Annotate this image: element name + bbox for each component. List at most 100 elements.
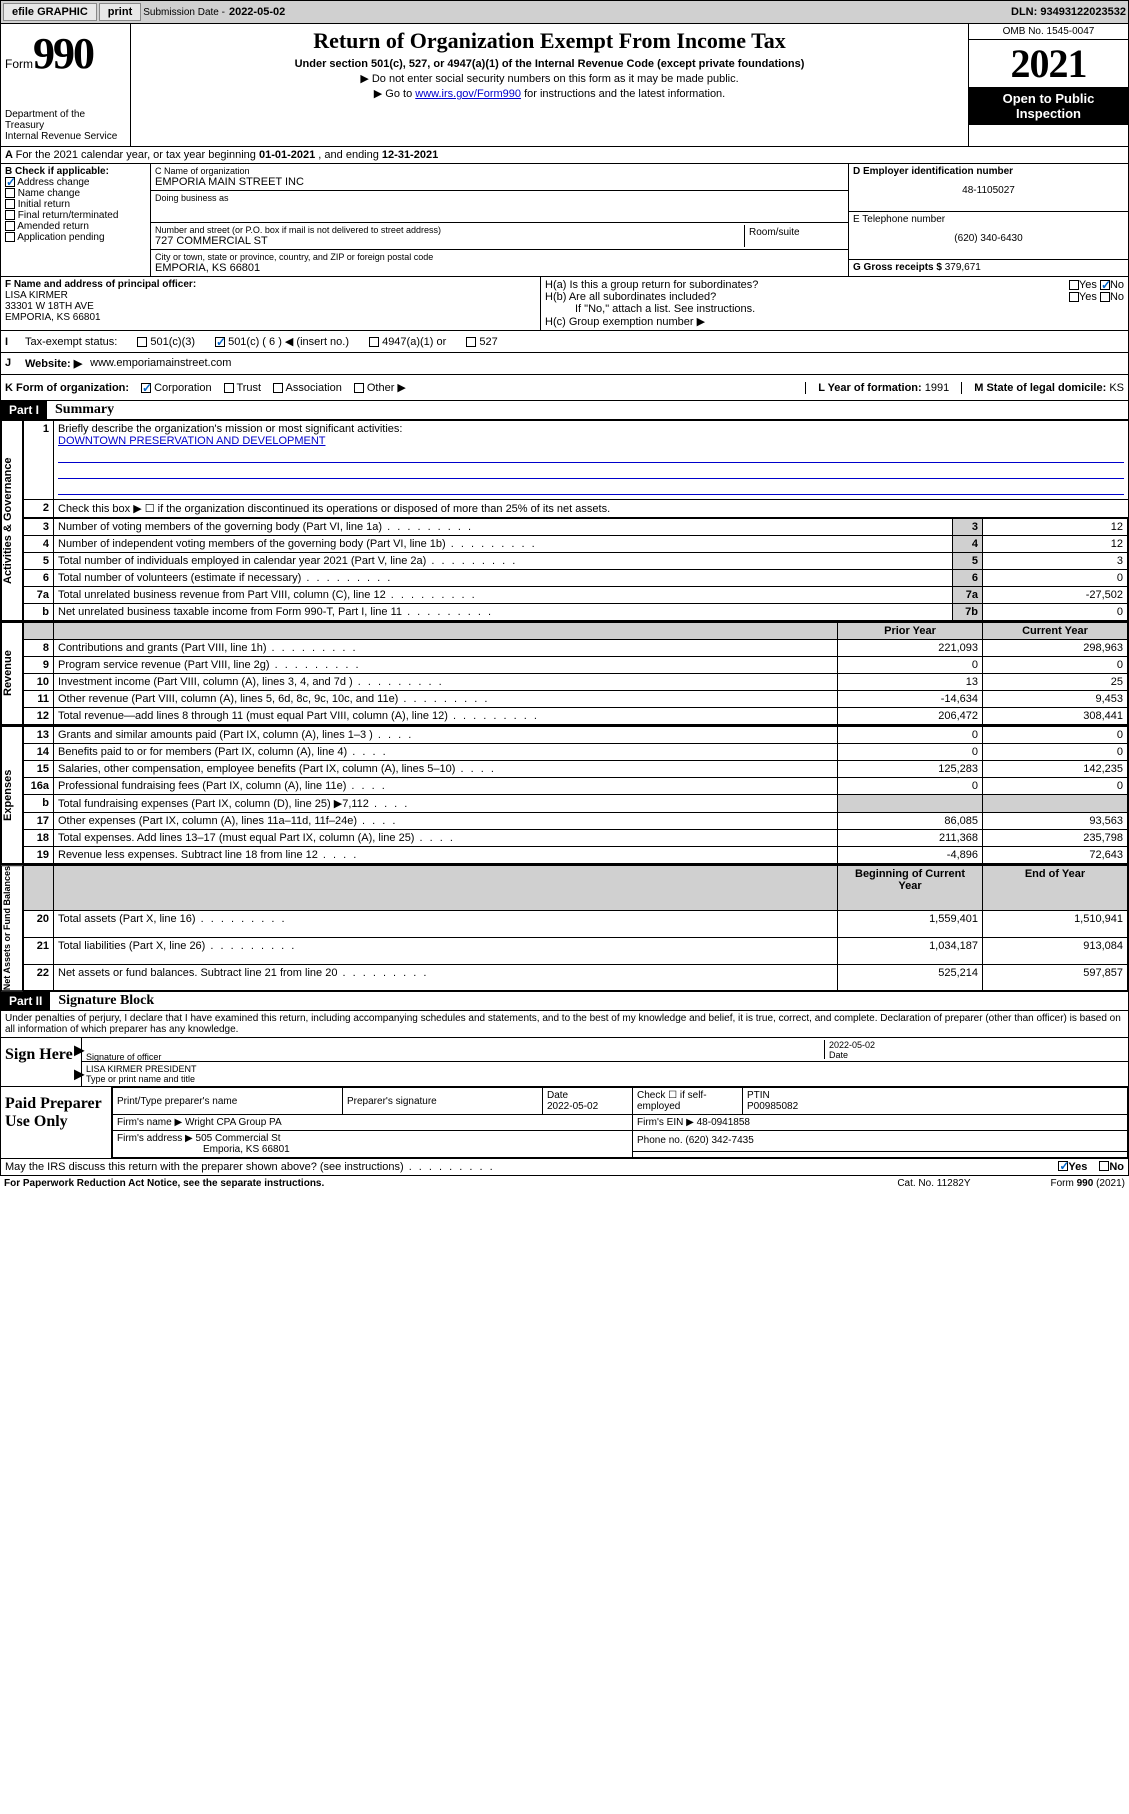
l-label: L Year of formation: [818,382,925,394]
firm-ein: 48-0941858 [697,1117,750,1128]
sig-name-title: LISA KIRMER PRESIDENT [86,1064,1124,1074]
l-val: 1991 [925,382,949,394]
b-check[interactable] [5,188,15,198]
firm-addr-l: Firm's address ▶ [117,1133,193,1144]
b-check[interactable] [5,221,15,231]
print-btn[interactable]: print [99,3,141,21]
k-check[interactable] [141,383,151,393]
table-row: 10Investment income (Part VIII, column (… [24,674,1128,691]
part2-title: Signature Block [58,993,154,1009]
k-opt: Corporation [141,382,212,394]
row-fh: F Name and address of principal officer:… [0,277,1129,331]
table-row: 3Number of voting members of the governi… [24,519,1128,536]
k-check[interactable] [224,383,234,393]
phone-l: Phone no. [637,1135,685,1146]
penalty-text: Under penalties of perjury, I declare th… [0,1011,1129,1038]
table-row: Beginning of Current YearEnd of Year [24,866,1128,911]
paid-prep-label: Paid Preparer Use Only [1,1087,111,1158]
table-row: 8Contributions and grants (Part VIII, li… [24,640,1128,657]
row-i: I Tax-exempt status: 501(c)(3) 501(c) ( … [0,331,1129,353]
gov-rows: 3Number of voting members of the governi… [23,518,1128,621]
part1-title: Summary [55,402,114,418]
i-label: Tax-exempt status: [25,336,117,348]
table-row: 6Total number of volunteers (estimate if… [24,570,1128,587]
row-j: J Website: ▶ www.emporiamainstreet.com [0,353,1129,375]
row-k: K Form of organization: Corporation Trus… [0,375,1129,401]
m-val: KS [1109,382,1124,394]
k-check[interactable] [354,383,364,393]
i-check[interactable] [466,337,476,347]
sub-date: 2022-05-02 [229,6,285,18]
b-check[interactable] [5,210,15,220]
officer-addr1: 33301 W 18TH AVE [5,301,536,312]
summary-net-wrap: Net Assets or Fund Balances Beginning of… [0,865,1129,992]
hc-label: H(c) Group exemption number ▶ [545,315,1124,328]
sig-date: 2022-05-02 [829,1040,1124,1050]
i-check[interactable] [137,337,147,347]
i-opt: 501(c) ( 6 ) ◀ (insert no.) [215,336,349,348]
table-row: Prior YearCurrent Year [24,623,1128,640]
table-row: 19Revenue less expenses. Subtract line 1… [24,847,1128,864]
table-row: bTotal fundraising expenses (Part IX, co… [24,795,1128,813]
table-row: 5Total number of individuals employed in… [24,553,1128,570]
discuss-row: May the IRS discuss this return with the… [0,1159,1129,1176]
k-opt: Association [273,382,342,394]
col-d: D Employer identification number 48-1105… [848,164,1128,276]
addr-label: Number and street (or P.O. box if mail i… [155,225,744,235]
sign-here-section: Sign Here ▶ Signature of officer 2022-05… [0,1038,1129,1087]
room-label: Room/suite [744,225,844,247]
sig-officer-label: Signature of officer [86,1052,161,1062]
dln: DLN: 93493122023532 [1011,6,1126,18]
ein: 48-1105027 [853,185,1124,196]
i-opt: 527 [466,336,497,348]
irs-link[interactable]: www.irs.gov/Form990 [415,88,521,100]
form-number: 990 [33,29,93,78]
prep-date: 2022-05-02 [547,1101,598,1112]
firm-name: Wright CPA Group PA [185,1117,282,1128]
hb-yes[interactable] [1069,292,1079,302]
side-net: Net Assets or Fund Balances [1,865,23,991]
c-name-label: C Name of organization [155,166,844,176]
table-row: 7aTotal unrelated business revenue from … [24,587,1128,604]
prep-name-hdr: Print/Type preparer's name [113,1088,343,1115]
gross-label: G Gross receipts $ [853,262,945,273]
discuss-yes[interactable] [1058,1161,1068,1171]
firm-name-l: Firm's name ▶ [117,1117,182,1128]
form-header: Form990 Department of the Treasury Inter… [0,24,1129,147]
b-item: Name change [5,188,146,199]
efile-btn[interactable]: efile GRAPHIC [3,3,97,21]
tel-label: E Telephone number [853,214,1124,225]
q1: Briefly describe the organization's miss… [58,423,402,435]
ha-no[interactable] [1100,280,1110,290]
i-check[interactable] [369,337,379,347]
b-check[interactable] [5,199,15,209]
city-label: City or town, state or province, country… [155,252,844,262]
prep-sig-hdr: Preparer's signature [343,1088,543,1115]
table-row: 15Salaries, other compensation, employee… [24,761,1128,778]
table-row: 12Total revenue—add lines 8 through 11 (… [24,708,1128,725]
k-check[interactable] [273,383,283,393]
hb-no[interactable] [1100,292,1110,302]
instr-2: ▶ Go to www.irs.gov/Form990 for instruct… [135,87,964,100]
j-label: Website: ▶ [25,357,82,370]
firm-ein-l: Firm's EIN ▶ [637,1117,697,1128]
ein-label: D Employer identification number [853,166,1124,177]
summary-gov-table: 1 Briefly describe the organization's mi… [23,420,1128,518]
i-check[interactable] [215,337,225,347]
b-label: B Check if applicable: [5,166,146,177]
b-check[interactable] [5,177,15,187]
discuss-no[interactable] [1099,1161,1109,1171]
col-b: B Check if applicable: Address change Na… [1,164,151,276]
b-check[interactable] [5,232,15,242]
ha-yes[interactable] [1069,280,1079,290]
part2-header: Part II Signature Block [0,992,1129,1011]
cat-no: Cat. No. 11282Y [897,1178,970,1189]
m-label: M State of legal domicile: [974,382,1109,394]
mission: DOWNTOWN PRESERVATION AND DEVELOPMENT [58,435,326,447]
section-bcd: B Check if applicable: Address change Na… [0,164,1129,277]
summary-gov-wrap: Activities & Governance 1 Briefly descri… [0,420,1129,622]
form-word: Form [5,57,33,71]
table-row: bNet unrelated business taxable income f… [24,604,1128,621]
b-item: Initial return [5,199,146,210]
part2-num: Part II [1,992,50,1010]
